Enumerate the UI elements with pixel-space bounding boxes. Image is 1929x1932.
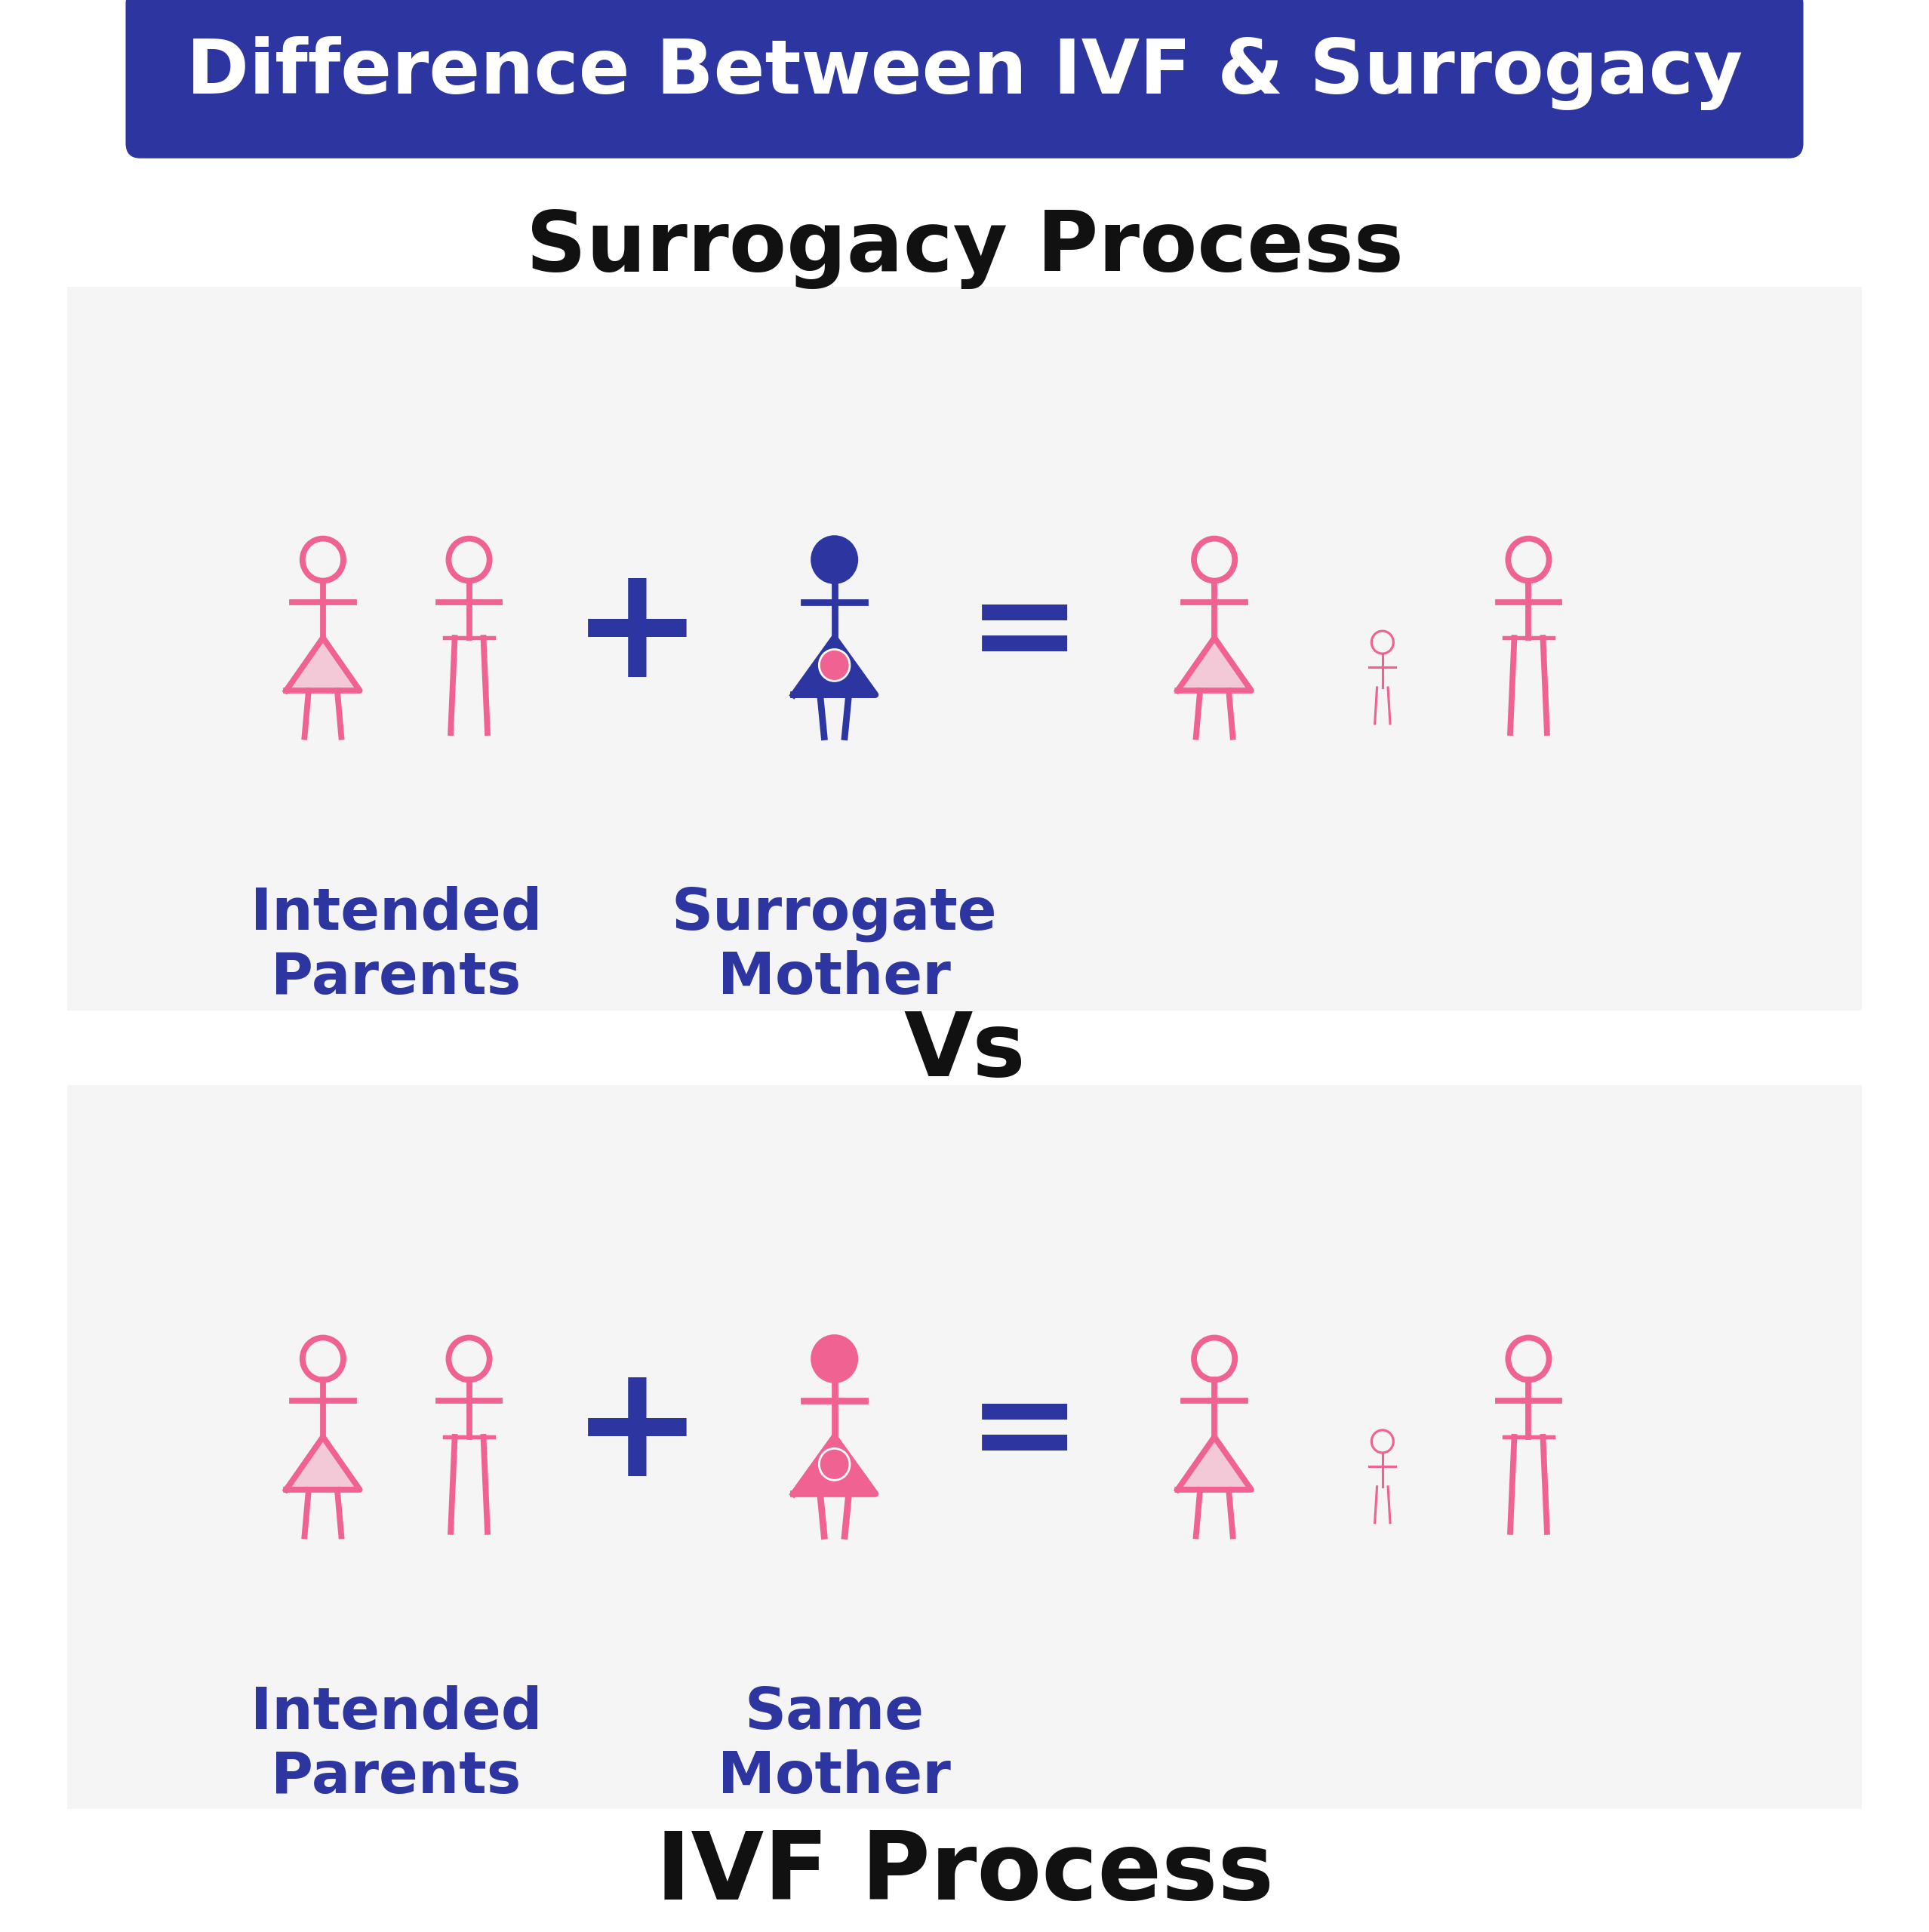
FancyBboxPatch shape — [68, 286, 1861, 1010]
Text: Intended
Parents: Intended Parents — [251, 887, 542, 1007]
Text: +: + — [571, 556, 702, 709]
Polygon shape — [285, 1437, 361, 1490]
Text: Vs: Vs — [903, 1009, 1026, 1095]
FancyBboxPatch shape — [125, 0, 1804, 158]
FancyBboxPatch shape — [68, 1086, 1861, 1808]
Polygon shape — [793, 638, 876, 696]
Text: IVF Process: IVF Process — [656, 1828, 1273, 1918]
Circle shape — [814, 1337, 855, 1379]
Text: Surrogacy Process: Surrogacy Process — [527, 209, 1402, 290]
Polygon shape — [1177, 638, 1252, 690]
Text: Intended
Parents: Intended Parents — [251, 1685, 542, 1804]
Text: Difference Between IVF & Surrogacy: Difference Between IVF & Surrogacy — [187, 37, 1742, 110]
Text: Surrogate
Mother: Surrogate Mother — [671, 887, 997, 1007]
Polygon shape — [285, 638, 361, 690]
Text: =: = — [966, 1366, 1082, 1499]
Text: +: + — [571, 1356, 702, 1509]
Polygon shape — [793, 1437, 876, 1493]
Circle shape — [820, 1449, 851, 1480]
Circle shape — [820, 649, 851, 682]
Text: Same
Mother: Same Mother — [718, 1685, 951, 1804]
Circle shape — [814, 539, 855, 582]
Text: =: = — [966, 566, 1082, 699]
Polygon shape — [1177, 1437, 1252, 1490]
